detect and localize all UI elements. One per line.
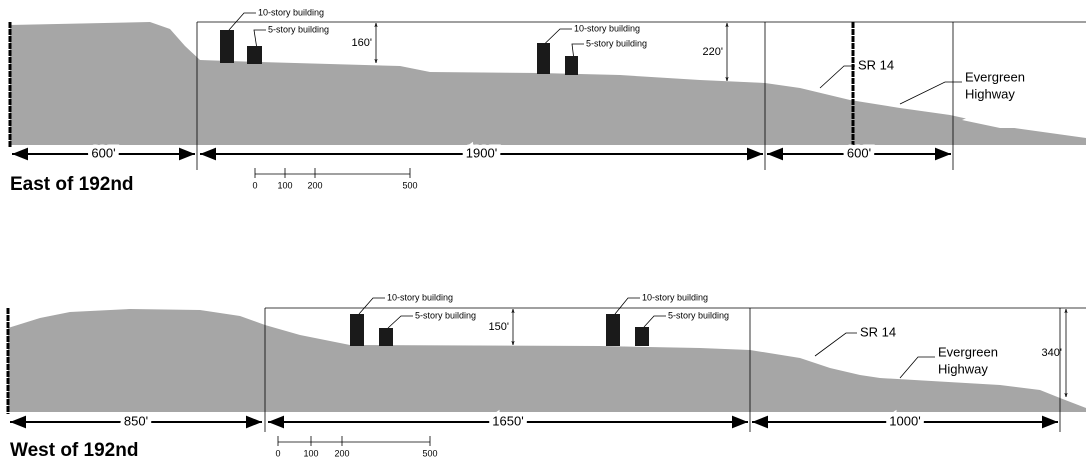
leader: [571, 43, 584, 57]
building: [537, 43, 550, 74]
building-label: 10-story building: [387, 292, 453, 302]
road-label: SR 14: [858, 57, 894, 72]
road-label: Evergreen: [965, 69, 1025, 84]
dimension-label: 1000': [889, 413, 920, 428]
building: [565, 56, 578, 75]
building-label: 5-story building: [668, 310, 729, 320]
dimension-label: 600': [847, 145, 871, 160]
scale-label: 0: [252, 180, 257, 190]
scale-label: 0: [275, 448, 280, 458]
terrain: [10, 22, 1086, 145]
leader: [814, 332, 857, 357]
road-label: Highway: [938, 361, 988, 376]
building-label: 5-story building: [586, 38, 647, 48]
leader: [643, 315, 666, 328]
scale-label: 200: [334, 448, 349, 458]
terrain: [8, 309, 1086, 412]
scale-label: 100: [277, 180, 292, 190]
leader: [899, 81, 962, 105]
building: [606, 314, 620, 346]
building-label: 10-story building: [574, 23, 640, 33]
building-label: 5-story building: [268, 24, 329, 34]
building: [350, 314, 364, 346]
height-label: 160': [352, 37, 372, 49]
leader: [899, 356, 935, 379]
building-label: 10-story building: [258, 7, 324, 17]
dimension-label: 850': [124, 413, 148, 428]
leader: [358, 297, 385, 315]
height-label: 220': [703, 46, 723, 58]
building: [379, 328, 393, 346]
scale-label: 100: [303, 448, 318, 458]
building-label: 10-story building: [642, 292, 708, 302]
dimension-label: 1900': [466, 145, 497, 160]
leader: [228, 12, 256, 31]
section-title: East of 192nd: [10, 174, 134, 195]
height-label: 150': [489, 321, 509, 333]
height-label: 340': [1042, 347, 1062, 359]
scale-label: 200: [307, 180, 322, 190]
road-label: Highway: [965, 86, 1015, 101]
leader: [614, 297, 640, 315]
dimension-label: 600': [91, 145, 115, 160]
building: [220, 30, 234, 63]
building: [635, 327, 649, 346]
building: [247, 46, 262, 64]
water: [962, 118, 1086, 128]
building-label: 5-story building: [415, 310, 476, 320]
dimension-label: 1650': [492, 413, 523, 428]
scale-label: 500: [422, 448, 437, 458]
road-label: SR 14: [860, 324, 896, 339]
leader: [545, 28, 572, 44]
section-title: West of 192nd: [10, 440, 138, 461]
road-label: Evergreen: [938, 344, 998, 359]
leader: [819, 65, 855, 89]
scale-label: 500: [402, 180, 417, 190]
water: [1064, 390, 1086, 404]
leader: [387, 315, 413, 329]
leader: [253, 29, 266, 47]
